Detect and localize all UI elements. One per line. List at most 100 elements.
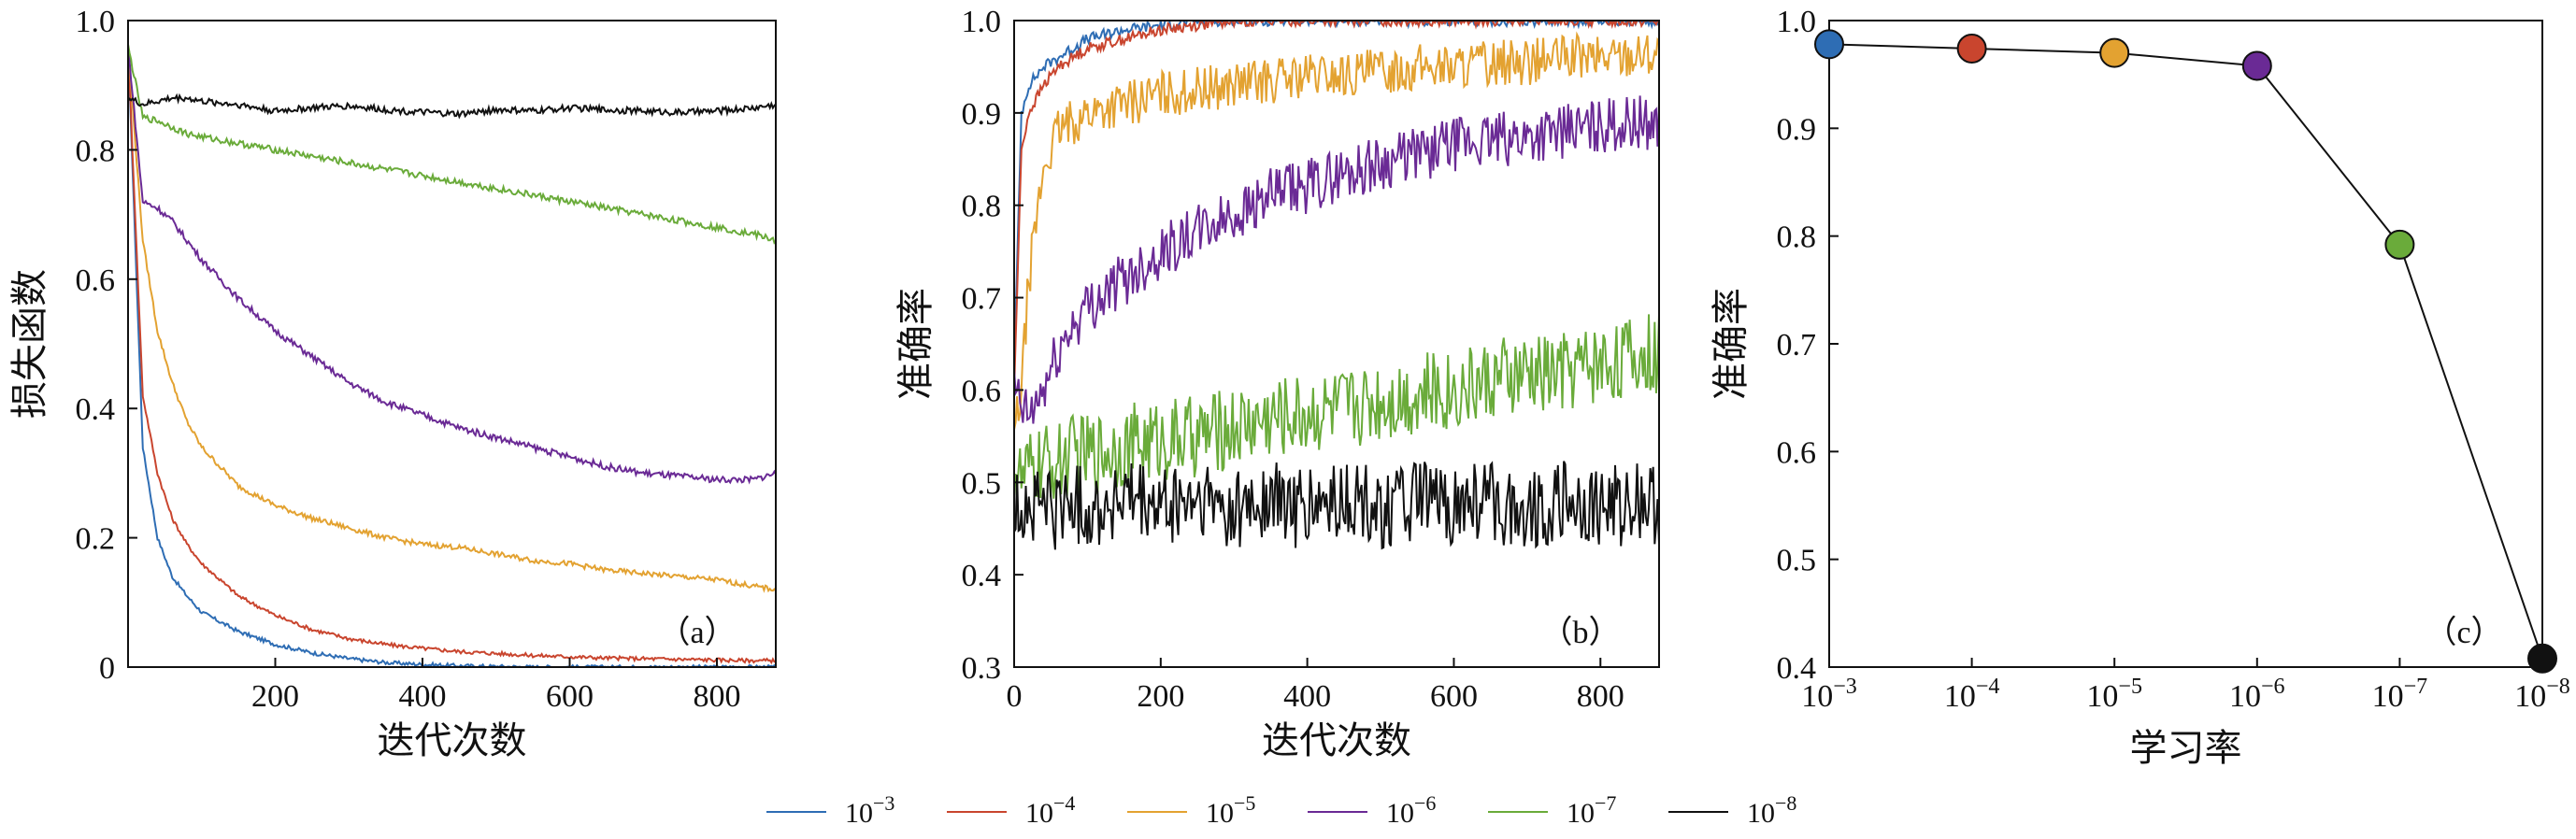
y-axis-title: 损失函数	[8, 269, 50, 419]
x-tick-label-base: 10	[2514, 679, 2546, 714]
legend-label-exponent: −6	[1414, 791, 1436, 815]
series-line-1e-7	[128, 44, 776, 245]
legend-label: 10−6	[1386, 791, 1436, 829]
data-point-1e-6	[2241, 50, 2272, 81]
series-line-1e-6	[1014, 95, 1659, 424]
x-tick-label-exponent: −6	[2261, 675, 2285, 699]
legend-label-base: 10	[1747, 798, 1775, 829]
plot-frame	[127, 20, 777, 668]
legend-label-exponent: −3	[873, 791, 894, 815]
x-tick-label: 0	[1007, 679, 1023, 714]
plot-frame	[1013, 20, 1660, 668]
legend-item-1e-6: 10−6	[1308, 791, 1436, 829]
panel-label: （a）	[658, 615, 736, 650]
x-tick-label-base: 10	[1944, 679, 1976, 714]
x-axis-title: 学习率	[2130, 727, 2242, 769]
legend-label-base: 10	[1567, 798, 1595, 829]
x-tick-label-base: 10	[2372, 679, 2404, 714]
y-tick-label: 0.5	[962, 466, 1002, 501]
legend-label: 10−7	[1567, 791, 1616, 829]
x-tick-label-base: 10	[2229, 679, 2261, 714]
x-tick-label: 600	[546, 679, 594, 714]
legend-item-1e-4: 10−4	[947, 791, 1075, 829]
x-tick-label-base: 10	[1801, 679, 1833, 714]
y-tick-label: 0.5	[1777, 544, 1817, 578]
y-tick-label: 0.8	[962, 190, 1002, 224]
x-tick-label: 10−6	[2229, 675, 2285, 714]
y-tick-label: 0.8	[76, 134, 116, 168]
plot-frame	[1828, 20, 2543, 668]
y-tick-label: 0.6	[1777, 435, 1817, 470]
x-tick-label: 400	[399, 679, 447, 714]
legend-label-exponent: −5	[1234, 791, 1255, 815]
series-lines	[128, 44, 776, 667]
panel-c-learning-rate-chart: 10−3 10−4 10−5 10−6 10−7 10−80.40.50.60.70.80…	[1710, 5, 2570, 769]
y-tick-label: 0.4	[76, 392, 116, 427]
y-tick-label: 0.6	[962, 374, 1002, 408]
panel-a-loss-chart: 200 400 600 800 0 0.2 0.4 0.6 0.8 1.0 迭代次数 损失函数 （a）	[8, 5, 777, 761]
legend-item-1e-3: 10−3	[766, 791, 894, 829]
series-line-1e-5	[1014, 31, 1659, 431]
legend-label-base: 10	[1386, 798, 1414, 829]
series-line-1e-6	[128, 45, 776, 485]
y-axis-title: 准确率	[1710, 288, 1752, 400]
x-tick-label: 800	[694, 679, 741, 714]
data-point-1e-7	[2384, 229, 2415, 260]
x-tick-label: 10−8	[2514, 675, 2570, 714]
legend-label-base: 10	[1206, 798, 1234, 829]
x-tick-label: 200	[251, 679, 299, 714]
series-line-1e-4	[1014, 21, 1659, 391]
series-line-1e-3	[1014, 21, 1659, 376]
y-tick-label: 0.2	[76, 522, 116, 557]
connecting-line	[1828, 43, 2543, 660]
data-point-1e-3	[1814, 29, 1844, 60]
x-tick-label-exponent: −4	[1976, 675, 2000, 699]
x-tick-label-base: 10	[2086, 679, 2118, 714]
data-point-1e-4	[1956, 33, 1987, 64]
y-tick-label: 0.7	[962, 282, 1002, 317]
y-tick-label: 1.0	[76, 5, 116, 39]
y-tick-label: 0.3	[962, 651, 1002, 686]
x-tick-label: 600	[1430, 679, 1478, 714]
x-tick-label: 800	[1577, 679, 1624, 714]
legend-label-exponent: −7	[1595, 791, 1616, 815]
y-tick-label: 1.0	[962, 5, 1002, 39]
x-tick-label: 10−4	[1944, 675, 2000, 714]
legend-label: 10−5	[1206, 791, 1255, 829]
legend-item-1e-5: 10−5	[1127, 791, 1255, 829]
y-axis-title: 准确率	[894, 288, 937, 400]
y-tick-label: 0.4	[1777, 651, 1817, 686]
x-tick-label: 10−5	[2086, 675, 2142, 714]
legend-label-exponent: −4	[1053, 791, 1075, 815]
series-line-1e-7	[1014, 313, 1659, 499]
x-tick-label: 10−7	[2372, 675, 2428, 714]
legend-item-1e-8: 10−8	[1668, 791, 1796, 829]
y-tick-label: 0.6	[76, 263, 116, 298]
y-tick-label: 0.4	[962, 559, 1002, 593]
legend-item-1e-7: 10−7	[1488, 791, 1616, 829]
y-tick-label: 0.7	[1777, 328, 1817, 363]
panel-b-accuracy-chart: 0 200 400 600 800 0.3 0.4 0.5 0.6 0.7 0.8 0.9 1.0 迭代次…	[894, 5, 1660, 761]
x-tick-label: 10−3	[1801, 675, 1857, 714]
legend: 10−3 10−4 10−5 10−6 10−7 10−8	[766, 791, 1796, 829]
series-line-1e-4	[128, 48, 776, 665]
y-tick-label: 0.9	[962, 97, 1002, 132]
legend-label-exponent: −8	[1775, 791, 1796, 815]
x-tick-label-exponent: −5	[2118, 675, 2142, 699]
y-tick-label: 0.8	[1777, 220, 1817, 255]
y-tick-label: 0	[99, 651, 115, 686]
data-point-1e-5	[2099, 37, 2130, 68]
series-lines	[1014, 21, 1659, 550]
series-line-1e-8	[128, 92, 776, 120]
legend-label: 10−8	[1747, 791, 1796, 829]
x-tick-label: 200	[1137, 679, 1184, 714]
y-tick-label: 0.9	[1777, 112, 1817, 147]
y-tick-label: 1.0	[1777, 5, 1817, 39]
x-tick-label-exponent: −3	[1833, 675, 1857, 699]
series-line-1e-8	[1014, 461, 1659, 550]
x-axis-title: 迭代次数	[1262, 719, 1411, 761]
x-tick-label-exponent: −7	[2404, 675, 2428, 699]
legend-label-base: 10	[845, 798, 873, 829]
x-tick-label: 400	[1283, 679, 1331, 714]
